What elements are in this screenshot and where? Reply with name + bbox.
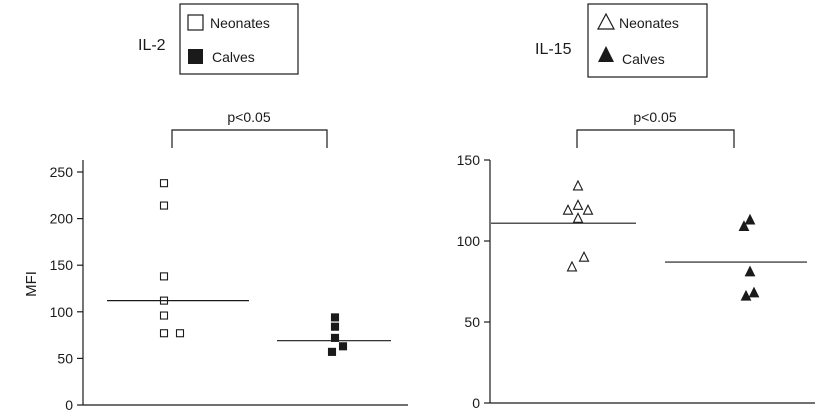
y-tick-label: 150 — [457, 152, 481, 168]
y-axis-ticks: 0 50 100 150 200 250 — [50, 164, 83, 413]
legend-label-neonates: Neonates — [210, 15, 270, 31]
y-tick-label: 100 — [50, 304, 74, 320]
legend: Neonates Calves — [179, 3, 299, 75]
neonates-point — [562, 203, 574, 215]
data-points — [491, 179, 807, 301]
neonates-point — [159, 272, 169, 281]
legend-label-calves: Calves — [212, 49, 255, 65]
y-tick-label: 50 — [57, 350, 73, 366]
calves-point — [327, 347, 337, 356]
panel-il15: IL-15 Neonates Calves p<0.05 0 50 100 150 — [457, 3, 815, 411]
legend-marker-calves — [188, 49, 203, 64]
legend-marker-neonates — [597, 12, 615, 30]
panel-title: IL-2 — [138, 37, 166, 54]
legend-label-calves: Calves — [622, 51, 665, 67]
neonates-point — [572, 199, 584, 210]
calves-point — [330, 322, 340, 331]
neonates-point — [159, 201, 169, 210]
neonates-point — [175, 329, 185, 338]
panel-title: IL-15 — [535, 41, 572, 58]
significance-bracket: p<0.05 — [576, 109, 735, 148]
legend-marker-neonates — [187, 14, 204, 31]
y-tick-label: 250 — [50, 164, 74, 180]
y-tick-label: 100 — [457, 233, 481, 249]
significance-bracket: p<0.05 — [171, 109, 328, 148]
neonates-point — [159, 179, 169, 188]
calves-point — [748, 286, 760, 298]
significance-label: p<0.05 — [633, 109, 676, 125]
y-tick-label: 0 — [472, 395, 480, 411]
neonates-point — [572, 179, 584, 191]
neonates-point — [159, 311, 169, 320]
neonates-point — [159, 329, 169, 338]
significance-label: p<0.05 — [227, 109, 270, 125]
calves-point — [330, 333, 340, 342]
calves-point — [738, 220, 750, 231]
y-tick-label: 200 — [50, 211, 74, 227]
legend: Neonates Calves — [587, 3, 708, 78]
calves-point — [744, 213, 756, 225]
calves-point — [744, 265, 756, 277]
neonates-point — [566, 260, 578, 272]
calves-point — [338, 342, 348, 351]
legend-marker-calves — [598, 46, 614, 62]
y-tick-label: 50 — [464, 314, 480, 330]
neonates-point — [572, 212, 584, 223]
panel-il2: IL-2 Neonates Calves p<0.05 MFI 0 50 100 15… — [23, 3, 408, 413]
neonates-point — [582, 203, 594, 215]
y-tick-label: 0 — [65, 397, 73, 413]
legend-label-neonates: Neonates — [619, 15, 679, 31]
y-tick-label: 150 — [50, 257, 74, 273]
neonates-point — [578, 250, 590, 262]
calves-point — [740, 289, 752, 301]
y-axis-label: MFI — [23, 271, 40, 297]
calves-point — [330, 313, 340, 322]
data-points — [107, 179, 391, 356]
y-axis-ticks: 0 50 100 150 — [457, 152, 490, 411]
